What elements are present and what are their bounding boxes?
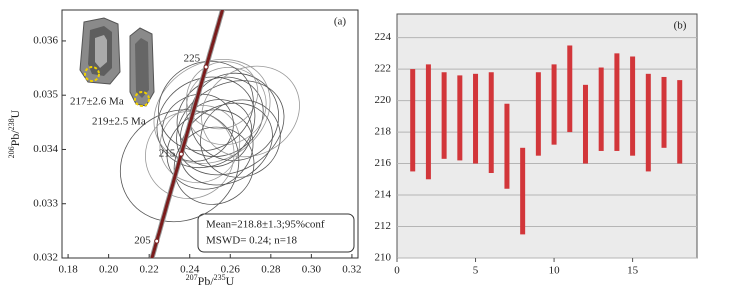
panel-label: (a) (334, 16, 347, 28)
axis-label: 206Pb/238U (7, 109, 22, 158)
axis-label-part: 206 (7, 146, 16, 158)
concordia-tick (154, 238, 160, 244)
error-ellipse (119, 109, 240, 223)
concordia (149, 10, 226, 258)
age-bar (677, 80, 683, 164)
error-ellipse (159, 104, 241, 184)
error-ellipse (189, 72, 280, 162)
axis-label-part: U (226, 274, 235, 288)
age-bar (457, 75, 463, 161)
x-tick-label: 0 (394, 265, 400, 277)
age-bar (473, 73, 479, 164)
x-tick-label: 0.18 (58, 264, 78, 276)
annotation-text: Mean=218.8±1.3;95%conf (206, 219, 325, 231)
y-tick-label: 218 (375, 126, 392, 138)
age-bar (661, 76, 667, 148)
y-tick-label: 0.032 (33, 252, 58, 264)
y-tick-label: 0.036 (33, 34, 58, 46)
age-bar (614, 53, 620, 151)
annotation-box (197, 213, 355, 253)
annotation-text: MSWD= 0.24; n=18 (206, 235, 297, 247)
error-ellipse (158, 60, 254, 152)
y-tick-label: 214 (375, 189, 392, 201)
x-tick-label: 0.28 (261, 264, 281, 276)
axis-label-part: Pb/ (198, 274, 215, 288)
age-bar (410, 69, 416, 172)
error-ellipse (173, 126, 255, 205)
y-tick-label: 210 (375, 252, 392, 264)
concordia-age-label: 215 (159, 148, 176, 160)
x-tick-label: 10 (549, 265, 561, 277)
age-bar (504, 103, 510, 189)
concordia-tick (203, 64, 209, 70)
age-bar (582, 84, 588, 164)
y-tick-label: 0.033 (33, 197, 58, 209)
x-tick-label: 0.22 (140, 264, 159, 276)
x-tick-label: 0.30 (302, 264, 322, 276)
age-bar (598, 67, 604, 151)
error-ellipse (200, 99, 281, 178)
axis-label: 207Pb/235U (186, 273, 235, 288)
concordia-age-label: 205 (134, 235, 151, 247)
age-bar (425, 64, 431, 180)
age-bar (645, 73, 651, 172)
x-tick-label: 15 (627, 265, 639, 277)
y-tick-label: 224 (375, 31, 392, 43)
age-bar (551, 64, 557, 145)
error-ellipse (179, 102, 273, 186)
age-bar (441, 72, 447, 159)
axis-label-part: 238 (7, 118, 16, 130)
error-ellipse (161, 93, 234, 162)
y-tick-label: 220 (375, 94, 392, 106)
axis-label-part: U (8, 109, 22, 118)
axis-label-part: 235 (214, 273, 226, 282)
crystal-label: 219±2.5 Ma (92, 116, 146, 128)
concordia-tick (178, 151, 184, 157)
error-ellipse (145, 110, 235, 200)
age-bar (567, 45, 573, 133)
x-tick-label: 0.32 (342, 264, 361, 276)
y-tick-label: 222 (375, 63, 392, 75)
y-tick-label: 216 (375, 157, 392, 169)
x-tick-label: 0.26 (221, 264, 241, 276)
age-bar (520, 147, 526, 235)
x-tick-label: 5 (473, 265, 479, 277)
crystal-label: 217±2.6 Ma (70, 96, 124, 108)
concordia-line (150, 10, 224, 258)
y-tick-label: 0.035 (33, 89, 58, 101)
age-bar (630, 56, 636, 156)
age-bar (535, 72, 541, 156)
concordia-age-label: 225 (184, 53, 201, 65)
error-ellipse (201, 65, 300, 158)
x-tick-label: 0.24 (180, 264, 200, 276)
panel-label: (b) (674, 20, 687, 32)
x-tick-label: 0.20 (99, 264, 119, 276)
y-tick-label: 212 (375, 220, 392, 232)
axis-label-part: 207 (186, 273, 198, 282)
age-bar (488, 72, 494, 173)
crystal-images (79, 17, 155, 107)
y-tick-label: 0.034 (33, 143, 58, 155)
axis-label-part: Pb/ (8, 130, 22, 147)
ellipses (119, 58, 300, 223)
